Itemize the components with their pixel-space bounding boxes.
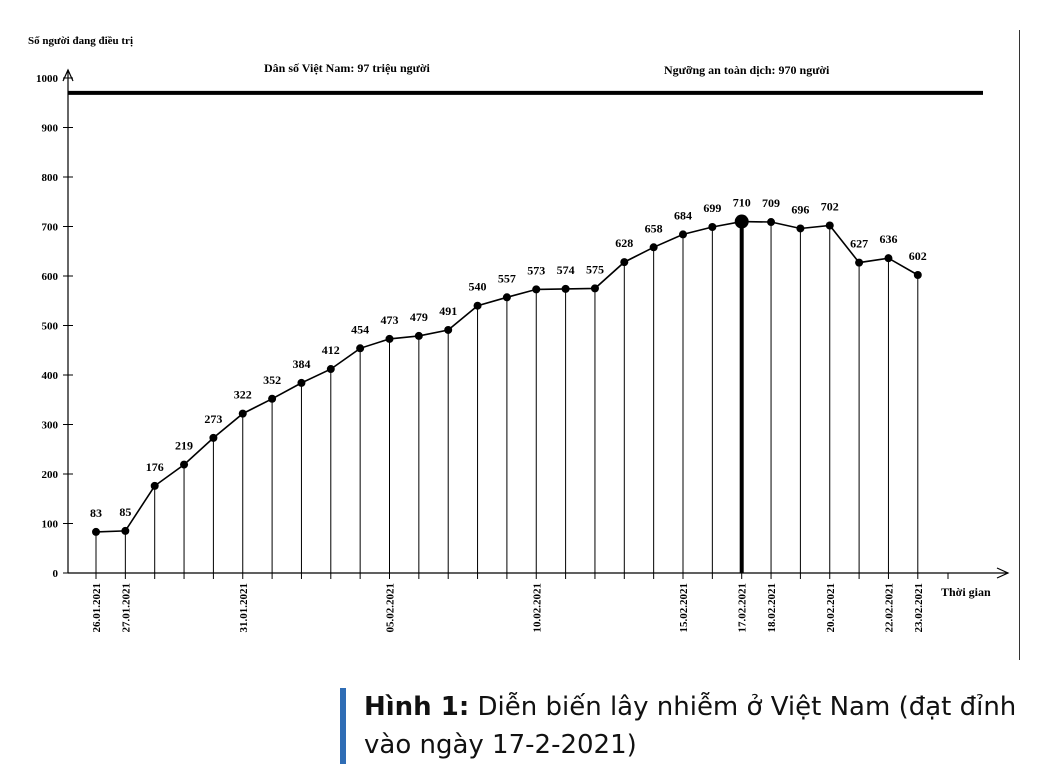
data-label: 479 bbox=[410, 310, 428, 324]
x-tick-label: 26.01.2021 bbox=[91, 583, 103, 633]
y-tick-label: 300 bbox=[42, 420, 59, 432]
data-point bbox=[121, 526, 130, 535]
threshold-annotation: Ngưỡng an toàn dịch: 970 người bbox=[664, 63, 830, 77]
data-label: 557 bbox=[498, 271, 516, 285]
data-label: 658 bbox=[645, 221, 663, 235]
data-point bbox=[679, 230, 687, 239]
x-axis-label: Thời gian bbox=[941, 585, 991, 599]
data-label: 710 bbox=[733, 196, 751, 210]
data-label: 540 bbox=[469, 280, 487, 294]
data-point bbox=[238, 409, 247, 418]
data-label: 627 bbox=[850, 237, 868, 251]
y-axis-arrow bbox=[62, 68, 74, 82]
data-point bbox=[590, 284, 599, 293]
y-tick-label: 500 bbox=[42, 321, 59, 333]
data-label: 85 bbox=[119, 505, 131, 519]
y-tick-label: 600 bbox=[42, 271, 59, 283]
data-label: 83 bbox=[90, 506, 102, 520]
data-label: 702 bbox=[821, 200, 839, 214]
y-tick-label: 800 bbox=[42, 172, 59, 184]
line-chart: Số người đang điều trị Dân số Việt Nam: … bbox=[28, 35, 1010, 633]
x-tick-label: 31.01.2021 bbox=[238, 583, 250, 633]
data-point bbox=[385, 334, 394, 343]
x-tick-label: 05.02.2021 bbox=[385, 583, 397, 633]
data-label: 491 bbox=[439, 304, 457, 318]
data-label: 176 bbox=[146, 460, 164, 474]
population-annotation: Dân số Việt Nam: 97 triệu người bbox=[264, 61, 431, 75]
caption-text: Diễn biến lây nhiễm ở Việt Nam (đạt đỉnh… bbox=[364, 692, 1017, 760]
x-tick-label: 22.02.2021 bbox=[883, 583, 895, 633]
caption-prefix: Hình 1: bbox=[364, 692, 470, 722]
frame-border bbox=[1019, 30, 1020, 660]
data-label: 473 bbox=[381, 313, 399, 327]
data-point bbox=[92, 527, 100, 536]
x-tick-label: 10.02.2021 bbox=[531, 583, 543, 633]
data-point bbox=[708, 222, 717, 231]
data-label: 352 bbox=[263, 373, 281, 387]
data-label: 573 bbox=[527, 263, 545, 277]
x-tick-label: 18.02.2021 bbox=[766, 583, 778, 633]
x-tick-label: 23.02.2021 bbox=[913, 583, 925, 633]
data-point bbox=[649, 243, 658, 252]
peak-point bbox=[734, 214, 749, 229]
data-label: 322 bbox=[234, 388, 252, 402]
data-point bbox=[561, 284, 570, 293]
data-label: 684 bbox=[674, 208, 692, 222]
data-point bbox=[326, 365, 335, 374]
data-point bbox=[297, 378, 306, 387]
x-tick-label: 15.02.2021 bbox=[678, 583, 690, 633]
data-point bbox=[209, 433, 218, 442]
data-point bbox=[444, 325, 453, 334]
data-point bbox=[884, 254, 893, 263]
x-tick-label: 27.01.2021 bbox=[120, 583, 132, 633]
data-label: 384 bbox=[292, 357, 310, 371]
chart-area: Số người đang điều trị Dân số Việt Nam: … bbox=[28, 30, 1020, 660]
data-label: 454 bbox=[351, 322, 369, 336]
data-point bbox=[532, 285, 541, 294]
data-label: 575 bbox=[586, 262, 604, 276]
y-tick-label: 900 bbox=[42, 123, 59, 135]
data-label: 696 bbox=[791, 202, 809, 216]
data-point bbox=[268, 394, 277, 403]
data-label: 602 bbox=[909, 249, 927, 263]
y-tick-label: 700 bbox=[42, 222, 59, 234]
data-label: 412 bbox=[322, 343, 340, 357]
data-point bbox=[356, 344, 365, 353]
data-point bbox=[473, 301, 482, 310]
x-tick-label: 20.02.2021 bbox=[825, 583, 837, 633]
data-label: 709 bbox=[762, 196, 780, 210]
data-label: 699 bbox=[703, 201, 721, 215]
data-point bbox=[796, 224, 805, 233]
data-point bbox=[825, 221, 834, 230]
data-label: 273 bbox=[204, 412, 222, 426]
y-tick-label: 0 bbox=[53, 568, 59, 580]
data-point bbox=[180, 460, 189, 469]
data-label: 574 bbox=[557, 263, 575, 277]
figure-caption: Hình 1: Diễn biến lây nhiễm ở Việt Nam (… bbox=[340, 688, 1052, 764]
y-tick-label: 400 bbox=[42, 370, 59, 382]
data-point bbox=[913, 271, 922, 280]
data-point bbox=[767, 218, 776, 227]
y-tick-label: 200 bbox=[42, 469, 59, 481]
y-tick-label: 1000 bbox=[36, 73, 59, 85]
data-point bbox=[620, 258, 629, 267]
data-point bbox=[502, 293, 511, 302]
y-tick-label: 100 bbox=[42, 519, 59, 531]
data-point bbox=[414, 331, 423, 340]
data-point bbox=[855, 258, 864, 267]
x-tick-label: 17.02.2021 bbox=[737, 583, 749, 633]
y-axis-label: Số người đang điều trị bbox=[28, 35, 133, 47]
x-axis-arrow bbox=[996, 567, 1010, 579]
data-label: 636 bbox=[879, 232, 897, 246]
data-point bbox=[150, 481, 159, 490]
data-label: 628 bbox=[615, 236, 633, 250]
data-label: 219 bbox=[175, 439, 193, 453]
